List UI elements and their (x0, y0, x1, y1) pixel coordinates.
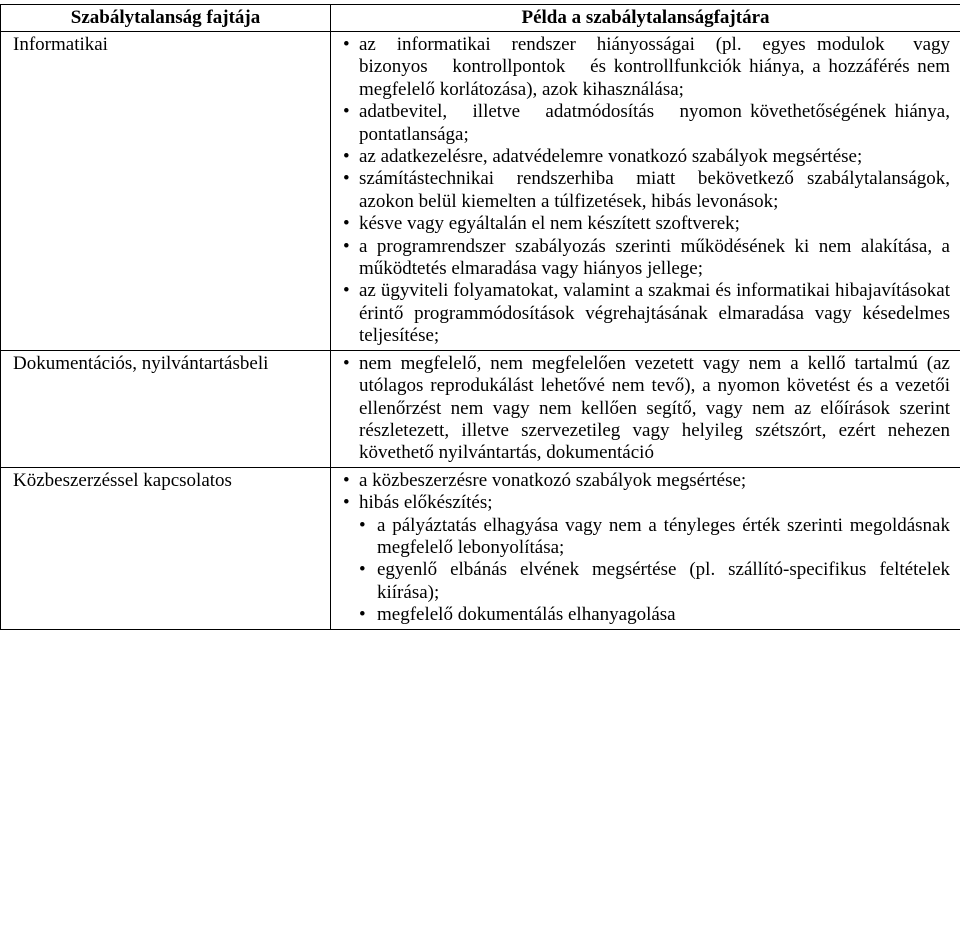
list-line: adatbevitel, illetve adatmódosítás nyomo… (359, 101, 742, 122)
list-item: nem megfelelő, nem megfelelően vezetett … (359, 353, 950, 465)
header-col-type: Szabálytalanság fajtája (1, 5, 331, 32)
table-row: Közbeszerzéssel kapcsolatos a közbeszerz… (1, 467, 960, 629)
row-label-informatikai: Informatikai (1, 32, 331, 351)
list-item: az informatikai rendszer hiányosságai (p… (359, 34, 950, 101)
list-item: az adatkezelésre, adatvédelemre vonatkoz… (359, 146, 950, 168)
row-examples-informatikai: az informatikai rendszer hiányosságai (p… (331, 32, 960, 351)
row-examples-dokumentacios: nem megfelelő, nem megfelelően vezetett … (331, 350, 960, 467)
row-label-dokumentacios: Dokumentációs, nyilvántartásbeli (1, 350, 331, 467)
list-item: megfelelő dokumentálás elhanyagolása (377, 604, 950, 626)
list-item: a közbeszerzésre vonatkozó szabályok meg… (359, 470, 950, 492)
list-item: adatbevitel, illetve adatmódosítás nyomo… (359, 101, 950, 146)
list-item: késve vagy egyáltalán el nem készített s… (359, 213, 950, 235)
header-col-example: Példa a szabálytalanságfajtára (331, 5, 960, 32)
row-examples-kozbeszerzes: a közbeszerzésre vonatkozó szabályok meg… (331, 467, 960, 629)
document-page: Szabálytalanság fajtája Példa a szabályt… (0, 0, 960, 630)
list-line: az informatikai rendszer hiányosságai (p… (359, 34, 806, 55)
table-row: Informatikai az informatikai rendszer hi… (1, 32, 960, 351)
list-item: a pályáztatás elhagyása vagy nem a tényl… (377, 515, 950, 560)
table-header: Szabálytalanság fajtája Példa a szabályt… (1, 5, 960, 32)
list-item: számítástechnikai rendszerhiba miatt bek… (359, 168, 950, 213)
list-item: a programrendszer szabályozás szerinti m… (359, 236, 950, 281)
table-row: Dokumentációs, nyilvántartásbeli nem meg… (1, 350, 960, 467)
irregularities-table: Szabálytalanság fajtája Példa a szabályt… (0, 4, 960, 630)
list-item: az ügyviteli folyamatokat, valamint a sz… (359, 280, 950, 347)
list-item: hibás előkészítés; (359, 492, 950, 514)
list-line: számítástechnikai rendszerhiba miatt bek… (359, 168, 794, 189)
row-label-kozbeszerzes: Közbeszerzéssel kapcsolatos (1, 467, 331, 629)
list-item: egyenlő elbánás elvének megsértése (pl. … (377, 559, 950, 604)
